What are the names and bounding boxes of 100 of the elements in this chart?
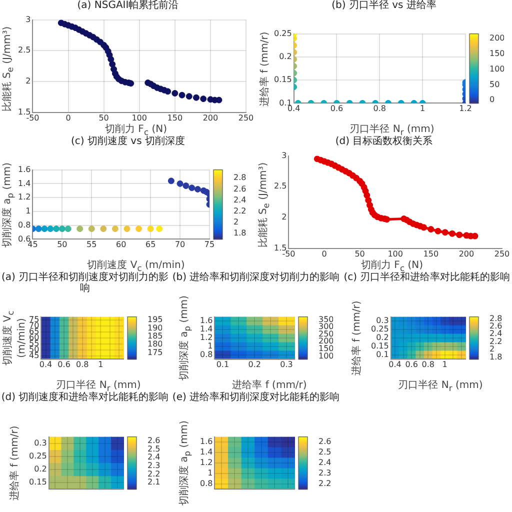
y-tick-label: 0.2 bbox=[34, 464, 47, 474]
y-tick-label: 3 bbox=[282, 150, 287, 160]
color-bar-label: 2.4 bbox=[490, 329, 502, 338]
color-bar-label: 350 bbox=[318, 314, 334, 324]
y-tick-label: 0.2 bbox=[376, 333, 389, 342]
x-tick-label: 0.4 bbox=[39, 360, 52, 370]
x-tick-label: 65 bbox=[145, 240, 156, 250]
x-axis-title: 切削力 F$_{c}$ (N) bbox=[105, 124, 167, 137]
color-bar-label: 190 bbox=[148, 323, 163, 332]
x-tick-label: 1.2 bbox=[459, 104, 472, 114]
chart-title: (a) 刃口半径和切削速度对切削力的影响 bbox=[0, 272, 170, 294]
y-tick-label: 1.6 bbox=[200, 437, 213, 446]
x-tick-label: 200 bbox=[202, 113, 218, 122]
y-tick-label: 1.2 bbox=[200, 458, 213, 468]
y-tick-label: 2.5 bbox=[274, 182, 287, 191]
x-tick-label: 0 bbox=[322, 249, 327, 258]
x-tick-label: 50 bbox=[354, 249, 365, 258]
x-tick-label: 55 bbox=[86, 240, 97, 250]
chart-title: (c) 切削速度 vs 切削深度 bbox=[70, 136, 186, 147]
y-tick-label: 0.15 bbox=[274, 75, 292, 84]
color-bar-label: 150 bbox=[318, 344, 334, 354]
x-tick-label: 100 bbox=[388, 249, 403, 258]
x-tick-label: 200 bbox=[458, 249, 474, 258]
y-tick-label: 3 bbox=[26, 14, 31, 24]
y-axis-title: 进给率 f (mm/r) bbox=[351, 300, 362, 378]
y-tick-label: 1.4 bbox=[200, 324, 213, 334]
x-tick-label: 1 bbox=[442, 360, 448, 370]
x-tick-label: 0.2 bbox=[248, 360, 261, 370]
y-tick-label: 0.25 bbox=[274, 28, 292, 38]
x-tick-label: 60 bbox=[116, 240, 126, 250]
color-bar-label: 300 bbox=[318, 322, 334, 332]
x-tick-label: 0.6 bbox=[330, 104, 344, 114]
y-tick-label: 1.6 bbox=[200, 316, 213, 326]
y-tick-label: 1 bbox=[208, 342, 213, 351]
chart-title: (c) 刃口半径和进给率对比能耗的影响 bbox=[342, 272, 512, 283]
color-bar-label: 200 bbox=[318, 336, 334, 346]
color-bar-label: 2.4 bbox=[234, 195, 246, 204]
y-tick-label: 1.4 bbox=[200, 448, 213, 457]
y-tick-label: 0.6 bbox=[18, 234, 31, 244]
color-bar-label: 2.4 bbox=[148, 452, 160, 462]
y-tick-label: 45 bbox=[28, 351, 40, 360]
x-tick-label: 0 bbox=[66, 113, 71, 122]
x-axis-title: 切削速度 V$_{c}$ (m/min) bbox=[87, 260, 185, 273]
color-bar-label: 175 bbox=[148, 348, 163, 357]
y-tick-label: 1.6 bbox=[18, 164, 31, 174]
x-tick-label: 0.8 bbox=[76, 360, 89, 370]
x-tick-label: 100 bbox=[132, 113, 147, 122]
y-tick-label: 1.4 bbox=[18, 178, 31, 188]
color-bar-label: 150 bbox=[490, 48, 505, 58]
y-tick-label: 1 bbox=[208, 468, 213, 478]
chart-title: (d) 目标函数权衡关系 bbox=[334, 136, 434, 147]
color-bar-label: 2.2 bbox=[234, 206, 246, 216]
x-tick-label: 0.6 bbox=[405, 360, 418, 370]
y-tick-label: 1 bbox=[26, 206, 31, 216]
x-tick-label: 250 bbox=[238, 113, 254, 122]
color-bar-label: 2.2 bbox=[318, 479, 332, 488]
x-tick-label: 0.1 bbox=[216, 360, 230, 370]
color-bar-label: 2.5 bbox=[318, 448, 332, 457]
color-bar-label: 2.6 bbox=[148, 436, 160, 446]
x-tick-label: 70 bbox=[174, 240, 186, 250]
y-tick-label: 2 bbox=[26, 76, 31, 86]
y-tick-label: 0.8 bbox=[200, 479, 213, 488]
x-axis-title: 进给率 f (mm/r) bbox=[231, 380, 308, 392]
x-tick-label: 150 bbox=[423, 249, 439, 258]
color-bar-label: 2.8 bbox=[490, 314, 502, 323]
color-bar-label: 2.6 bbox=[490, 322, 502, 331]
color-bar-label: 100 bbox=[318, 351, 334, 360]
chart-title: (d) 切削速度和进给率对比能耗的影响 bbox=[0, 392, 170, 403]
x-axis-title: 刃口半径 N$_{r}$ (mm) bbox=[349, 124, 436, 137]
x-tick-label: 0.4 bbox=[388, 360, 402, 370]
color-bar-label: 2 bbox=[490, 344, 495, 354]
x-tick-label: 150 bbox=[167, 113, 183, 122]
color-bar-label: 0 bbox=[490, 95, 495, 104]
color-bar-label: 180 bbox=[148, 340, 163, 349]
x-tick-label: 1 bbox=[420, 104, 426, 114]
color-bar-label: 2.2 bbox=[148, 469, 160, 478]
color-bar-label: 2.8 bbox=[234, 173, 246, 182]
color-bar-label: 195 bbox=[148, 315, 163, 324]
y-tick-label: 2 bbox=[282, 212, 287, 222]
color-bar-label: 250 bbox=[318, 329, 334, 338]
chart-title: (a) NSGAII帕累托前沿 bbox=[76, 0, 180, 11]
color-bar-label: 2.3 bbox=[148, 460, 160, 470]
x-tick-label: 0.6 bbox=[58, 360, 70, 370]
x-tick-label: 250 bbox=[494, 249, 510, 258]
y-tick-label: 0.25 bbox=[371, 324, 389, 334]
y-tick-label: 0.8 bbox=[200, 350, 213, 360]
y-tick-label: 0.15 bbox=[371, 342, 389, 351]
color-bar-label: 2.5 bbox=[148, 444, 160, 454]
color-bar-label: 2.6 bbox=[318, 437, 332, 446]
y-tick-label: 0.8 bbox=[18, 220, 31, 230]
color-bar-label: 1.8 bbox=[234, 228, 246, 238]
x-tick-label: 0.8 bbox=[422, 360, 435, 370]
color-bar-label: 2 bbox=[234, 218, 239, 227]
y-tick-label: 2.5 bbox=[18, 46, 31, 55]
x-tick-label: 50 bbox=[98, 113, 109, 122]
y-axis-title: 进给率 f (mm/r) bbox=[260, 30, 270, 108]
color-bar-label: 2.2 bbox=[490, 336, 502, 346]
chart-title: (b) 进给率和切削深度对切削力的影响 bbox=[171, 272, 341, 283]
color-bar-label: 200 bbox=[490, 34, 505, 43]
color-bar-label: 2.4 bbox=[318, 458, 332, 468]
